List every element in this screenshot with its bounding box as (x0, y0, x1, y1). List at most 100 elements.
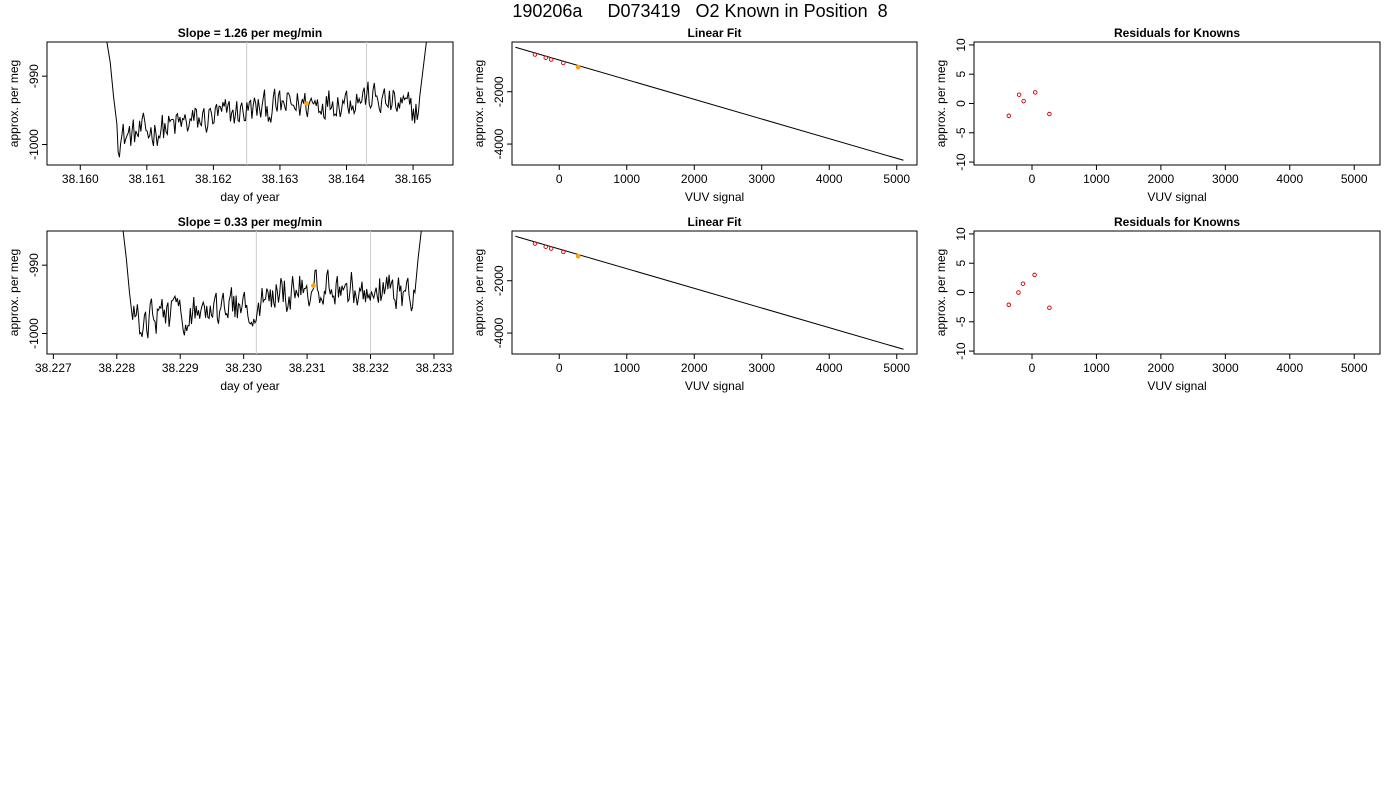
x-tick-label: 0 (1029, 361, 1036, 375)
data-point (1016, 290, 1021, 295)
x-axis-label: day of year (220, 190, 279, 204)
plot-frame (511, 41, 918, 166)
plot-area (1006, 272, 1052, 310)
y-tick-label: -2000 (492, 265, 506, 296)
panel-1-0: Slope = 0.33 per meg/min 38.227 38.228 38.2… (7, 215, 454, 393)
panel-title: Slope = 0.33 per meg/min (178, 215, 322, 229)
y-tick-label: 0 (954, 100, 968, 107)
data-point (1006, 302, 1012, 308)
plot-frame (973, 41, 1381, 166)
x-axis-label: VUV signal (1147, 190, 1206, 204)
data-point (543, 244, 549, 249)
x-tick-label: 38.231 (289, 361, 326, 375)
x-tick-label: 5000 (883, 172, 910, 186)
plot-area (122, 231, 422, 354)
highlight-point (575, 64, 581, 70)
x-tick-label: 38.230 (225, 361, 262, 375)
data-point (1020, 281, 1026, 286)
x-tick-label: 1000 (613, 172, 640, 186)
x-tick-label: 0 (1029, 172, 1036, 186)
y-tick-label: 10 (954, 227, 968, 241)
y-tick-label: 10 (954, 38, 968, 52)
highlight-point (304, 101, 309, 106)
plot-frame (511, 230, 918, 355)
x-tick-label: 38.160 (62, 172, 99, 186)
y-tick-label: -1000 (27, 318, 41, 349)
plot-area (1006, 90, 1052, 119)
plot-area (106, 42, 427, 165)
plot-frame (46, 41, 454, 166)
x-tick-label: 2000 (1148, 361, 1175, 375)
x-tick-label: 38.161 (128, 172, 165, 186)
x-tick-label: 4000 (816, 361, 843, 375)
y-tick-label: -5 (954, 127, 968, 138)
y-tick-label: 5 (954, 71, 968, 78)
x-axis-label: VUV signal (1147, 379, 1206, 393)
y-tick-label: -5 (954, 316, 968, 327)
y-tick-label: -10 (954, 342, 968, 360)
x-tick-label: 3000 (748, 361, 775, 375)
y-tick-label: 0 (954, 289, 968, 296)
panel-title: Residuals for Knowns (1114, 215, 1240, 229)
data-point (548, 246, 554, 251)
x-tick-label: 5000 (1341, 172, 1368, 186)
y-tick-label: -990 (27, 64, 41, 88)
data-point (548, 57, 554, 62)
panel-1-1: Linear Fit 0 1000 2000 3000 4000 5000 -4000 -200… (472, 215, 918, 393)
data-point (1021, 98, 1026, 104)
y-tick-label: 5 (954, 260, 968, 267)
x-tick-label: 38.228 (98, 361, 135, 375)
y-axis-label: approx. per meg (472, 60, 486, 147)
y-axis-label: approx. per meg (934, 249, 948, 336)
x-tick-label: 0 (556, 172, 563, 186)
highlight-point (311, 283, 316, 289)
data-point (543, 55, 549, 60)
panel-title: Linear Fit (687, 26, 741, 40)
data-point (532, 241, 538, 246)
y-tick-label: -4000 (492, 317, 506, 348)
y-tick-label: -2000 (492, 76, 506, 107)
data-point (532, 52, 538, 57)
y-tick-label: -10 (954, 153, 968, 171)
x-tick-label: 1000 (1083, 361, 1110, 375)
plot-frame (973, 230, 1381, 355)
x-tick-label: 3000 (1212, 172, 1239, 186)
x-axis-label: VUV signal (685, 190, 744, 204)
x-axis-label: day of year (220, 379, 279, 393)
x-tick-label: 2000 (681, 361, 708, 375)
data-point (1006, 113, 1012, 119)
plot-area (515, 46, 904, 161)
x-tick-label: 38.164 (328, 172, 365, 186)
panel-title: Residuals for Knowns (1114, 26, 1240, 40)
panel-title: Linear Fit (687, 215, 741, 229)
data-point (1047, 305, 1052, 310)
series-line (106, 42, 427, 158)
x-tick-label: 38.163 (262, 172, 299, 186)
plot-frame (46, 230, 454, 355)
panel-1-2: Residuals for Knowns 0 1000 2000 3000 4000 500… (934, 215, 1381, 393)
panel-title: Slope = 1.26 per meg/min (178, 26, 322, 40)
panel-0-2: Residuals for Knowns 0 1000 2000 3000 4000 500… (934, 26, 1381, 204)
data-point (1016, 92, 1022, 97)
y-axis-label: approx. per meg (934, 60, 948, 147)
fit-line (515, 235, 904, 350)
panel-0-0: Slope = 1.26 per meg/min 38.160 38.161 38.1… (7, 26, 454, 204)
y-axis-label: approx. per meg (472, 249, 486, 336)
data-point (561, 60, 566, 66)
series-line (122, 231, 422, 339)
y-tick-label: -1000 (27, 129, 41, 160)
x-tick-label: 3000 (748, 172, 775, 186)
panel-0-1: Linear Fit 0 1000 2000 3000 4000 5000 -4000 -200… (472, 26, 918, 204)
plot-area (515, 235, 904, 350)
data-point (1047, 111, 1052, 117)
x-tick-label: 4000 (816, 172, 843, 186)
y-tick-label: -990 (27, 253, 41, 277)
x-tick-label: 2000 (681, 172, 708, 186)
main-title: 190206a D073419 O2 Known in Position 8 (512, 1, 888, 21)
x-tick-label: 38.162 (195, 172, 232, 186)
x-tick-label: 38.229 (162, 361, 199, 375)
x-tick-label: 4000 (1276, 361, 1303, 375)
x-tick-label: 2000 (1148, 172, 1175, 186)
x-tick-label: 38.227 (35, 361, 72, 375)
